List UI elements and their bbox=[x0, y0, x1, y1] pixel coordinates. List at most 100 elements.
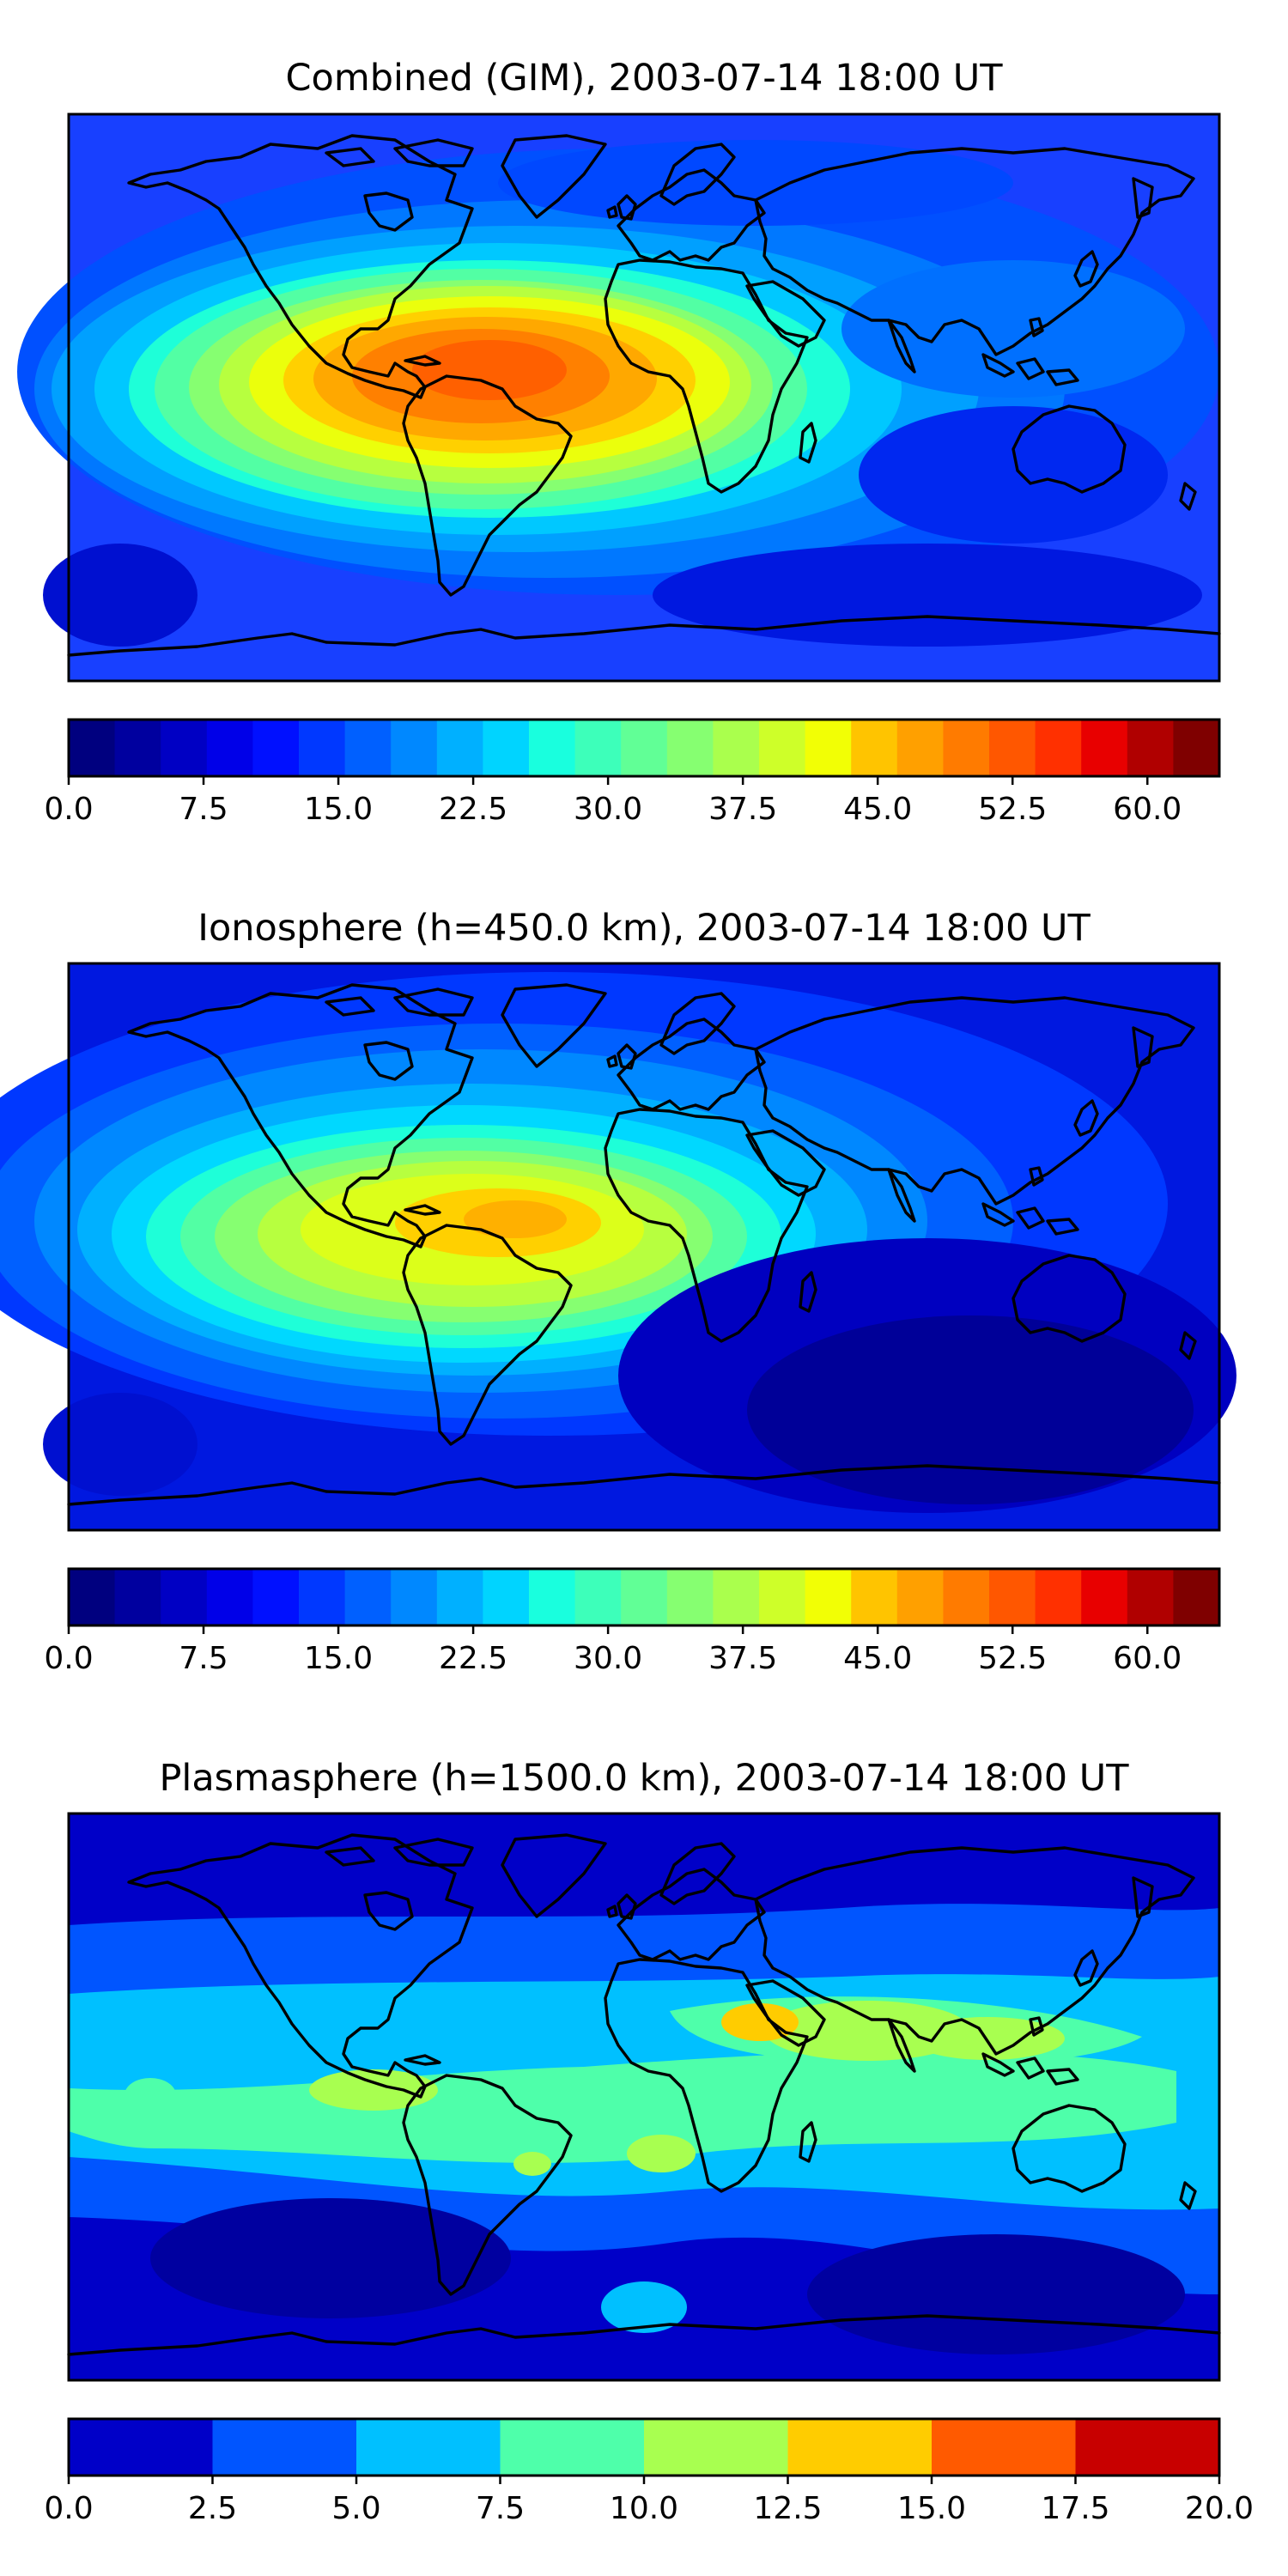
panel-title: Plasmasphere (h=1500.0 km), 2003-07-14 1… bbox=[159, 1757, 1129, 1800]
colorbar-swatch bbox=[666, 1569, 714, 1625]
colorbar-ticks: 0.0 7.5 15.0 22.5 30.0 37.5 45.0 52.5 60.0 bbox=[44, 1625, 1182, 1676]
colorbar-swatch bbox=[896, 1569, 944, 1625]
colorbar-swatch bbox=[666, 720, 714, 776]
colorbar-swatch bbox=[500, 2419, 645, 2476]
colorbar-swatch bbox=[787, 2419, 933, 2476]
colorbar-swatch bbox=[574, 720, 622, 776]
colorbar-swatch bbox=[851, 1569, 898, 1625]
colorbar-tick-label: 15.0 bbox=[897, 2491, 966, 2526]
colorbar-swatch bbox=[713, 720, 760, 776]
colorbar-swatch bbox=[69, 2419, 214, 2476]
colorbar-swatch bbox=[943, 720, 990, 776]
colorbar-tick-label: 37.5 bbox=[708, 1641, 777, 1676]
colorbar-ticks: 0.0 2.5 5.0 7.5 10.0 12.5 15.0 17.5 20.0 bbox=[44, 2476, 1254, 2526]
colorbar-swatch bbox=[621, 1569, 668, 1625]
colorbar-tick-label: 30.0 bbox=[574, 792, 642, 827]
panel-plasmasphere: Plasmasphere (h=1500.0 km), 2003-07-14 1… bbox=[44, 1757, 1254, 2526]
colorbar-swatch bbox=[1035, 1569, 1082, 1625]
colorbar-swatch bbox=[574, 1569, 622, 1625]
colorbar-tick-label: 7.5 bbox=[179, 792, 228, 827]
colorbar-ticks: 0.0 7.5 15.0 22.5 30.0 37.5 45.0 52.5 60.0 bbox=[44, 776, 1182, 827]
colorbar-swatch bbox=[299, 720, 346, 776]
colorbar-tick-label: 10.0 bbox=[610, 2491, 678, 2526]
map-area bbox=[0, 962, 1236, 1532]
colorbar-swatches bbox=[69, 2419, 1220, 2476]
colorbar-swatch bbox=[1081, 720, 1128, 776]
colorbar-tick-label: 0.0 bbox=[44, 1641, 93, 1676]
colorbar-swatch bbox=[529, 720, 576, 776]
colorbar-swatch bbox=[69, 1569, 116, 1625]
colorbar-swatch bbox=[1075, 2419, 1220, 2476]
tec-field bbox=[0, 972, 1236, 1513]
colorbar-tick-label: 52.5 bbox=[978, 1641, 1047, 1676]
colorbar-swatches bbox=[69, 720, 1220, 776]
colorbar-tick-label: 60.0 bbox=[1113, 1641, 1182, 1676]
colorbar-tick-label: 15.0 bbox=[304, 792, 373, 827]
colorbar-tick-label: 37.5 bbox=[708, 792, 777, 827]
colorbar-swatch bbox=[932, 2419, 1077, 2476]
colorbar-swatch bbox=[989, 720, 1036, 776]
tec-field bbox=[69, 1904, 1219, 2354]
colorbar-tick-label: 12.5 bbox=[753, 2491, 822, 2526]
colorbar-tick-label: 45.0 bbox=[843, 1641, 912, 1676]
colorbar-swatch bbox=[356, 2419, 501, 2476]
colorbar-swatch bbox=[114, 1569, 161, 1625]
colorbar-swatch bbox=[851, 720, 898, 776]
colorbar-swatches bbox=[69, 1569, 1220, 1625]
colorbar-tick-label: 0.0 bbox=[44, 2491, 93, 2526]
colorbar-tick-label: 7.5 bbox=[179, 1641, 228, 1676]
colorbar-swatch bbox=[989, 1569, 1036, 1625]
panel-combined-gim: Combined (GIM), 2003-07-14 18:00 UT bbox=[17, 57, 1221, 827]
panel-title: Ionosphere (h=450.0 km), 2003-07-14 18:0… bbox=[197, 907, 1091, 950]
colorbar-tick-label: 22.5 bbox=[439, 1641, 507, 1676]
colorbar-swatch bbox=[1127, 720, 1174, 776]
colorbar-swatch bbox=[805, 720, 852, 776]
colorbar-tick-label: 15.0 bbox=[304, 1641, 373, 1676]
colorbar-swatch bbox=[436, 720, 483, 776]
colorbar-swatch bbox=[299, 1569, 346, 1625]
panel-ionosphere: Ionosphere (h=450.0 km), 2003-07-14 18:0… bbox=[0, 907, 1236, 1676]
colorbar: 0.0 7.5 15.0 22.5 30.0 37.5 45.0 52.5 60.0 bbox=[44, 1567, 1221, 1676]
map-area bbox=[17, 112, 1221, 683]
colorbar-swatch bbox=[391, 1569, 438, 1625]
colorbar-swatch bbox=[1173, 1569, 1220, 1625]
colorbar-tick-label: 45.0 bbox=[843, 792, 912, 827]
colorbar-swatch bbox=[1127, 1569, 1174, 1625]
colorbar-tick-label: 2.5 bbox=[188, 2491, 237, 2526]
colorbar-tick-label: 52.5 bbox=[978, 792, 1047, 827]
colorbar-swatch bbox=[206, 720, 253, 776]
colorbar-tick-label: 17.5 bbox=[1041, 2491, 1109, 2526]
colorbar-swatch bbox=[161, 720, 208, 776]
map-area bbox=[67, 1812, 1221, 2382]
colorbar-tick-label: 30.0 bbox=[574, 1641, 642, 1676]
colorbar: 0.0 2.5 5.0 7.5 10.0 12.5 15.0 17.5 20.0 bbox=[44, 2417, 1254, 2526]
colorbar-tick-label: 60.0 bbox=[1113, 792, 1182, 827]
colorbar-tick-label: 0.0 bbox=[44, 792, 93, 827]
colorbar-swatch bbox=[69, 720, 116, 776]
colorbar-swatch bbox=[805, 1569, 852, 1625]
colorbar-swatch bbox=[759, 720, 806, 776]
colorbar-swatch bbox=[114, 720, 161, 776]
colorbar-swatch bbox=[161, 1569, 208, 1625]
colorbar-swatch bbox=[896, 720, 944, 776]
tec-field bbox=[17, 140, 1219, 647]
colorbar-tick-label: 20.0 bbox=[1185, 2491, 1254, 2526]
colorbar-tick-label: 7.5 bbox=[476, 2491, 525, 2526]
colorbar-swatch bbox=[713, 1569, 760, 1625]
colorbar-swatch bbox=[483, 1569, 530, 1625]
colorbar-tick-label: 22.5 bbox=[439, 792, 507, 827]
colorbar-tick-label: 5.0 bbox=[331, 2491, 380, 2526]
colorbar-swatch bbox=[529, 1569, 576, 1625]
colorbar-swatch bbox=[943, 1569, 990, 1625]
colorbar-swatch bbox=[212, 2419, 357, 2476]
colorbar-swatch bbox=[252, 1569, 300, 1625]
colorbar-swatch bbox=[344, 1569, 392, 1625]
colorbar-swatch bbox=[344, 720, 392, 776]
panel-title: Combined (GIM), 2003-07-14 18:00 UT bbox=[285, 57, 1003, 100]
colorbar-swatch bbox=[1173, 720, 1220, 776]
colorbar-swatch bbox=[206, 1569, 253, 1625]
colorbar-swatch bbox=[252, 720, 300, 776]
colorbar-swatch bbox=[759, 1569, 806, 1625]
colorbar: 0.0 7.5 15.0 22.5 30.0 37.5 45.0 52.5 60.0 bbox=[44, 718, 1221, 827]
colorbar-swatch bbox=[436, 1569, 483, 1625]
